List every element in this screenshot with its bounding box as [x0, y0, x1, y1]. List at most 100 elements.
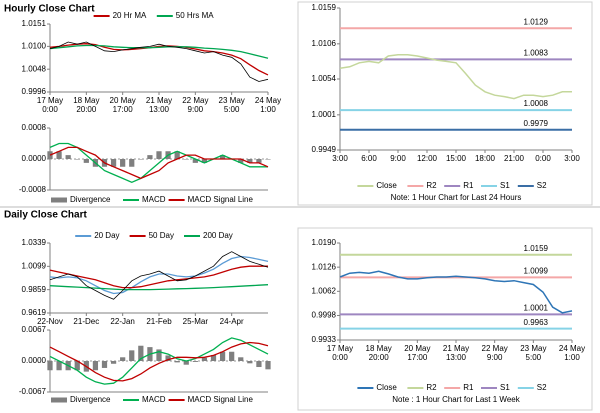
level-label: 0.9963: [524, 318, 549, 327]
x-tick-label: 23 May 5:00: [520, 344, 547, 362]
x-tick-label: 21 May 13:00: [442, 344, 470, 362]
legend-label: S1: [500, 181, 510, 190]
legend-label: MACD: [142, 395, 166, 404]
divergence-bar: [156, 151, 162, 159]
divergence-bar: [256, 159, 262, 163]
divergence-bar: [47, 361, 53, 371]
y-tick-label: 1.0151: [22, 19, 47, 28]
line-series: [49, 284, 269, 291]
divergence-bar: [138, 159, 144, 160]
x-tick-label: 20 May 17:00: [404, 344, 431, 362]
frame: [297, 227, 593, 411]
x-tick-label: 18 May 20:00: [365, 344, 392, 362]
section-title: Hourly Close Chart: [4, 4, 95, 15]
y-tick-label: 1.0001: [312, 110, 337, 119]
y-tick-label: 0.9859: [22, 285, 47, 294]
y-tick-label: 1.0054: [312, 74, 337, 83]
divergence-bar: [56, 361, 62, 371]
y-tick-label: 0.0000: [22, 356, 47, 365]
x-tick-label: 22 May 9:00: [481, 344, 508, 362]
divergence-bar: [147, 155, 153, 159]
x-tick-label: 22-Nov: [37, 317, 63, 326]
divergence-bar: [110, 361, 117, 364]
divergence-bar: [265, 159, 271, 160]
legend-label: Close: [376, 383, 397, 392]
price-line: [49, 41, 269, 82]
y-tick-label: 0.9996: [22, 87, 47, 96]
divergence-bar: [229, 351, 235, 361]
level-label: 1.0129: [524, 17, 549, 26]
level-label: 1.0083: [524, 48, 549, 57]
divergence-bar: [256, 361, 262, 368]
x-tick-label: 21 May 13:00: [145, 96, 173, 114]
legend-label: S2: [537, 181, 547, 190]
note: Note : 1 Hour Chart for Last 1 Week: [392, 395, 520, 404]
divergence-bar: [165, 355, 171, 361]
legend-label: Close: [376, 181, 397, 190]
level-label: 1.0001: [524, 303, 549, 312]
frame: [297, 1, 593, 206]
line-series: [49, 255, 269, 295]
divergence-bar: [201, 357, 208, 361]
y-tick-label: 1.0100: [22, 41, 47, 50]
y-tick-label: 0.0067: [22, 325, 47, 334]
y-tick-label: 1.0048: [22, 64, 47, 73]
x-tick-label: 24 May 1:00: [558, 344, 586, 362]
legend-label: MACD Signal Line: [188, 195, 254, 204]
y-tick-label: 1.0106: [312, 39, 337, 48]
level-label: 1.0008: [524, 99, 549, 108]
divergence-bar: [219, 155, 226, 159]
y-tick-label: 1.0159: [312, 3, 337, 12]
legend-label: S2: [537, 383, 547, 392]
y-tick-label: 1.0339: [22, 238, 47, 247]
x-tick-label: 15:00: [445, 154, 467, 163]
x-tick-label: 3:00: [564, 154, 580, 163]
x-tick-label: 20 May 17:00: [109, 96, 136, 114]
y-tick-label: 0.9949: [312, 145, 337, 154]
divergence-bar: [247, 361, 253, 364]
divergence-bar: [183, 361, 189, 365]
line-series: [49, 146, 269, 180]
legend-label: 20 Day: [94, 231, 119, 240]
legend-label: 200 Day: [203, 231, 233, 240]
x-tick-label: 18:00: [474, 154, 496, 163]
legend-swatch: [51, 197, 67, 203]
y-tick-label: 0.0000: [22, 154, 47, 163]
divergence-bar: [74, 159, 80, 160]
line-series: [49, 265, 268, 289]
line-series: [49, 43, 269, 76]
divergence-bar: [201, 159, 208, 163]
x-tick-label: 21-Dec: [73, 317, 100, 326]
x-tick-label: 6:00: [361, 154, 377, 163]
legend-swatch: [51, 397, 67, 403]
price-line: [49, 251, 269, 300]
divergence-bar: [183, 159, 189, 160]
divergence-bar: [174, 361, 180, 363]
x-tick-label: 24 May 1:00: [254, 96, 282, 114]
divergence-bar: [129, 350, 135, 361]
legend-label: S1: [500, 383, 510, 392]
divergence-bar: [101, 361, 108, 368]
y-tick-label: 0.9619: [22, 308, 47, 317]
divergence-bar: [156, 349, 162, 361]
divergence-bar: [56, 151, 62, 159]
y-tick-label: -0.0008: [19, 185, 47, 194]
y-tick-label: 1.0190: [312, 238, 337, 247]
divergence-bar: [92, 361, 99, 371]
x-tick-label: 17 May 0:00: [326, 344, 354, 362]
line-series: [49, 337, 269, 385]
divergence-bar: [65, 155, 71, 159]
line-series: [49, 44, 269, 59]
y-tick-label: 0.0008: [22, 123, 47, 132]
y-tick-label: 0.9933: [312, 335, 337, 344]
x-tick-label: 9:00: [390, 154, 406, 163]
divergence-bar: [192, 361, 198, 362]
line-series: [49, 341, 269, 382]
y-tick-label: 1.0126: [312, 262, 337, 271]
legend-label: R1: [463, 181, 474, 190]
x-tick-label: 22-Jan: [110, 317, 135, 326]
legend-label: R1: [463, 383, 474, 392]
level-label: 1.0099: [524, 266, 549, 275]
legend-label: R2: [426, 383, 437, 392]
